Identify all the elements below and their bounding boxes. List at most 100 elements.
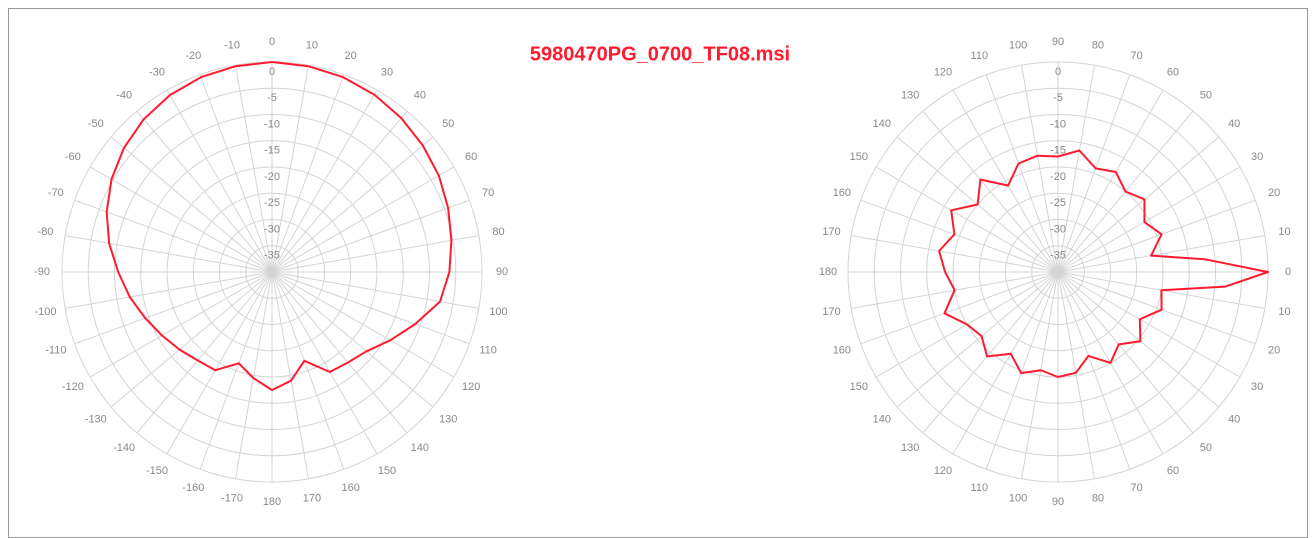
angle-tick-label: 100 (489, 306, 507, 318)
angle-tick-label: 90 (1052, 36, 1064, 48)
grid-spoke (235, 271, 273, 479)
angle-tick-label: 70 (482, 187, 494, 199)
grid-spoke (199, 271, 273, 470)
angle-tick-label: -130 (85, 414, 107, 426)
angle-tick-label: 180 (263, 496, 281, 508)
grid-spoke (860, 199, 1059, 273)
angle-tick-label: 20 (1268, 187, 1280, 199)
grid-spoke (1057, 271, 1220, 408)
grid-spoke (860, 271, 1059, 345)
grid-spoke (271, 89, 378, 273)
grid-spoke (1057, 271, 1095, 479)
angle-tick-label: 160 (833, 345, 851, 357)
radial-tick-label: -35 (264, 250, 280, 262)
grid-spoke (271, 271, 455, 378)
radial-tick-label: -30 (1050, 223, 1066, 235)
angle-tick-label: 110 (971, 482, 989, 494)
grid-spoke (1057, 271, 1194, 434)
grid-spoke (985, 271, 1059, 470)
angle-tick-label: 170 (822, 226, 840, 238)
angle-tick-label: 110 (479, 345, 497, 357)
angle-tick-label: 70 (1131, 50, 1143, 62)
grid-spoke (136, 110, 273, 273)
angle-tick-label: 170 (303, 492, 321, 504)
radial-tick-label: -25 (1050, 197, 1066, 209)
grid-spoke (1057, 74, 1131, 273)
grid-spoke (136, 271, 273, 434)
angle-tick-label: 90 (1052, 496, 1064, 508)
radial-tick-label: -20 (1050, 171, 1066, 183)
angle-tick-label: -20 (185, 50, 201, 62)
grid-spoke (110, 271, 273, 408)
angle-tick-label: 80 (1092, 492, 1104, 504)
angle-tick-label: 140 (873, 414, 891, 426)
grid-spoke (271, 271, 378, 455)
angle-tick-label: -60 (65, 151, 81, 163)
angle-tick-label: 130 (901, 90, 919, 102)
radial-tick-label: 0 (269, 66, 275, 78)
angle-tick-label: 20 (1268, 345, 1280, 357)
grid-spoke (1057, 271, 1256, 345)
radial-tick-label: -20 (264, 171, 280, 183)
grid-spoke (271, 271, 434, 408)
angle-tick-label: 170 (822, 306, 840, 318)
angle-tick-label: -100 (34, 306, 56, 318)
grid-spoke (1057, 136, 1220, 273)
angle-tick-label: 140 (411, 442, 429, 454)
grid-spoke (1057, 166, 1241, 273)
grid-spoke (952, 271, 1059, 455)
grid-spoke (271, 235, 479, 273)
grid-spoke (1057, 199, 1256, 273)
angle-tick-label: 80 (1092, 39, 1104, 51)
angle-tick-label: 60 (1167, 67, 1179, 79)
angle-tick-label: 50 (442, 118, 454, 130)
angle-tick-label: 160 (341, 482, 359, 494)
grid-spoke (1021, 271, 1059, 479)
angle-tick-label: 10 (1278, 226, 1290, 238)
grid-spoke (89, 271, 273, 378)
grid-spoke (1057, 271, 1131, 470)
angle-tick-label: 150 (850, 381, 868, 393)
angle-tick-label: 60 (465, 151, 477, 163)
angle-tick-label: 40 (414, 90, 426, 102)
grid-spoke (1057, 89, 1164, 273)
radial-tick-label: -15 (264, 145, 280, 157)
angle-tick-label: 100 (1009, 492, 1027, 504)
grid-spoke (271, 271, 408, 434)
angle-tick-label: 0 (269, 36, 275, 48)
angle-tick-label: 10 (1278, 306, 1290, 318)
grid-spoke (271, 271, 345, 470)
chart-title: 5980470PG_0700_TF08.msi (530, 43, 790, 65)
angle-tick-label: 60 (1167, 465, 1179, 477)
grid-spoke (1057, 235, 1265, 273)
grid-spoke (166, 89, 273, 273)
grid-spoke (271, 74, 345, 273)
angle-tick-label: 30 (1251, 151, 1263, 163)
radial-tick-label: -10 (1050, 118, 1066, 130)
angle-tick-label: -40 (116, 90, 132, 102)
grid-spoke (271, 271, 479, 309)
grid-spoke (235, 65, 273, 273)
angle-tick-label: 30 (381, 67, 393, 79)
angle-tick-label: -70 (48, 187, 64, 199)
angle-tick-label: 40 (1228, 118, 1240, 130)
radial-tick-label: -15 (1050, 145, 1066, 157)
angle-tick-label: 50 (1200, 442, 1212, 454)
grid-spoke (271, 271, 470, 345)
angle-tick-label: 130 (439, 414, 457, 426)
angle-tick-label: 150 (378, 465, 396, 477)
angle-tick-label: -30 (149, 67, 165, 79)
grid-spoke (271, 110, 408, 273)
angle-tick-label: 140 (873, 118, 891, 130)
angle-tick-label: 30 (1251, 381, 1263, 393)
grid-spoke (271, 166, 455, 273)
grid-spoke (271, 65, 309, 273)
angle-tick-label: 10 (306, 39, 318, 51)
pattern-line (105, 61, 453, 391)
angle-tick-label: 80 (492, 226, 504, 238)
grid-spoke (74, 271, 273, 345)
grid-spoke (851, 235, 1059, 273)
angle-tick-label: 70 (1131, 482, 1143, 494)
angle-tick-label: 90 (496, 266, 508, 278)
